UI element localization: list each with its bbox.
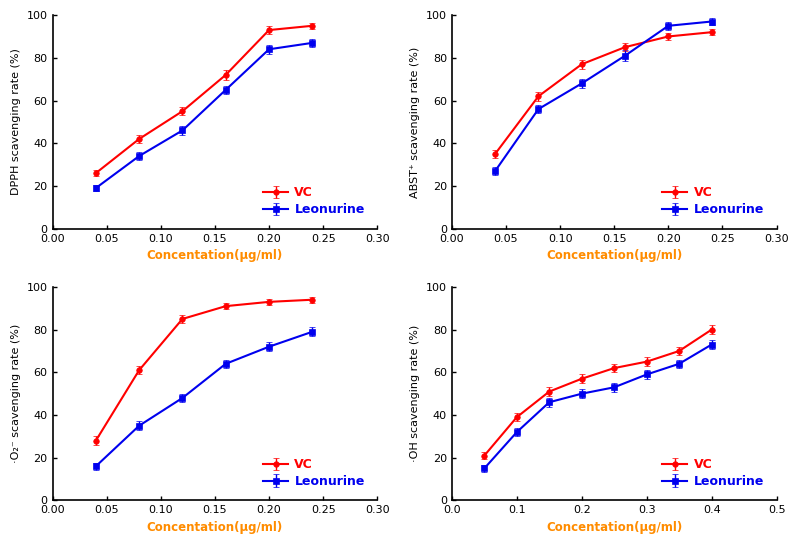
X-axis label: Concentation(μg/ml): Concentation(μg/ml) <box>546 249 682 262</box>
Legend: VC, Leonurine: VC, Leonurine <box>257 180 371 222</box>
Y-axis label: ·OH scavenging rate (%): ·OH scavenging rate (%) <box>410 325 421 462</box>
Legend: VC, Leonurine: VC, Leonurine <box>656 180 770 222</box>
X-axis label: Concentation(μg/ml): Concentation(μg/ml) <box>146 249 283 262</box>
Y-axis label: ABST⁺ scavenging rate (%): ABST⁺ scavenging rate (%) <box>410 46 421 197</box>
X-axis label: Concentation(μg/ml): Concentation(μg/ml) <box>146 521 283 534</box>
X-axis label: Concentation(μg/ml): Concentation(μg/ml) <box>546 521 682 534</box>
Y-axis label: DPPH scavenging rate (%): DPPH scavenging rate (%) <box>11 49 21 195</box>
Legend: VC, Leonurine: VC, Leonurine <box>257 452 371 494</box>
Y-axis label: ·O₂⁻ scavenging rate (%): ·O₂⁻ scavenging rate (%) <box>11 324 21 463</box>
Legend: VC, Leonurine: VC, Leonurine <box>656 452 770 494</box>
